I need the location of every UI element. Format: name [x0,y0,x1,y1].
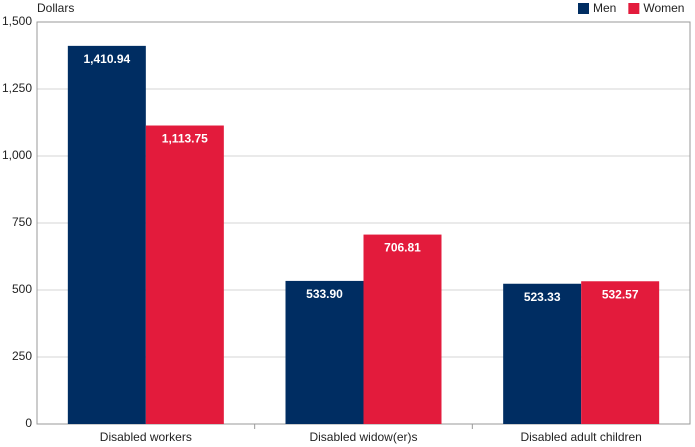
x-tick-label: Disabled adult children [520,430,641,444]
legend-label: Women [643,1,684,15]
y-tick-label: 500 [12,282,32,296]
bar [67,45,146,425]
x-tick-label: Disabled widow(er)s [309,430,417,444]
y-tick-label: 1,250 [2,81,32,95]
bar [581,281,660,424]
y-tick-label: 250 [12,349,32,363]
y-tick-label: 1,500 [2,14,32,28]
value-label: 523.33 [524,290,561,304]
y-tick-label: 1,000 [2,148,32,162]
x-tick-label: Disabled workers [100,430,192,444]
bar [503,283,582,424]
value-label: 532.57 [602,287,639,301]
value-label: 1,410.94 [83,52,130,66]
legend-swatch [628,3,640,14]
value-label: 706.81 [384,241,421,255]
legend-swatch [578,3,589,14]
bar [285,280,364,424]
value-label: 1,113.75 [162,132,208,146]
value-label: 533.90 [306,287,343,301]
bar [363,234,442,424]
y-tick-label: 0 [25,416,32,430]
y-tick-label: 750 [12,215,32,229]
bar [145,125,224,424]
legend-label: Men [593,1,616,15]
y-axis-label: Dollars [37,1,74,15]
